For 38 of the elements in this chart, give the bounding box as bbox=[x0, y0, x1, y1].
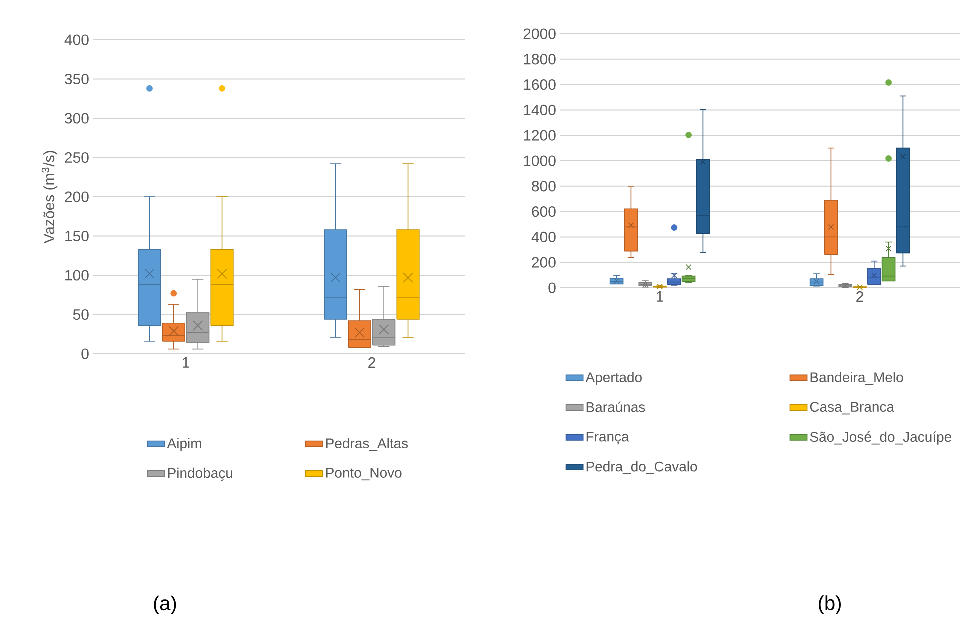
y-tick-label: 200 bbox=[532, 257, 556, 268]
y-tick-label: 300 bbox=[65, 113, 89, 124]
y-tick-label: 1000 bbox=[524, 156, 556, 166]
y-tick-label: 1800 bbox=[524, 54, 556, 65]
y-tick-label: 400 bbox=[64, 34, 89, 46]
y-tick-label: 200 bbox=[65, 192, 89, 202]
legend-label: Pindobaçu bbox=[168, 468, 233, 482]
x-tick-label: 2 bbox=[368, 358, 376, 368]
y-tick-label: 100 bbox=[66, 270, 89, 281]
y-tick-label: 250 bbox=[65, 152, 89, 164]
x-tick-label: 1 bbox=[182, 358, 190, 368]
x-tick-label: 1 bbox=[656, 292, 664, 302]
y-tick-label: 1400 bbox=[524, 104, 556, 116]
x-tick-label: 2 bbox=[856, 292, 864, 302]
legend-label: Baraúnas bbox=[586, 402, 646, 412]
legend-label: França bbox=[586, 432, 630, 445]
legend-label: Casa_Branca bbox=[810, 402, 895, 415]
text: (a) bbox=[154, 596, 176, 615]
legend-label: Aipim bbox=[167, 438, 202, 452]
legend-label: Ponto_Novo bbox=[326, 468, 402, 481]
legend-label: São_José_do_Jacuípe bbox=[810, 432, 952, 445]
y-tick-label: 50 bbox=[73, 309, 89, 320]
y-axis-title: Vazões (m$^{3}$/s) bbox=[42, 151, 58, 244]
y-tick-label: 1200 bbox=[524, 130, 556, 141]
y-tick-label: 350 bbox=[65, 74, 89, 85]
y-tick-label: 1600 bbox=[524, 79, 556, 90]
y-tick-label: 400 bbox=[532, 232, 556, 243]
y-tick-label: 800 bbox=[532, 181, 556, 192]
y-tick-label: 0 bbox=[82, 348, 89, 360]
y-tick-label: 150 bbox=[66, 230, 89, 242]
legend-label: Pedras_Altas bbox=[326, 438, 408, 452]
y-tick-label: 2000 bbox=[524, 28, 556, 40]
legend-label: Bandeira_Melo bbox=[810, 372, 904, 386]
legend-label: Pedra_do_Cavalo bbox=[586, 461, 698, 474]
y-tick-label: 0 bbox=[548, 282, 556, 294]
legend-label: Apertado bbox=[586, 372, 642, 386]
y-tick-label: 600 bbox=[532, 206, 556, 218]
text: (b) bbox=[819, 596, 841, 614]
